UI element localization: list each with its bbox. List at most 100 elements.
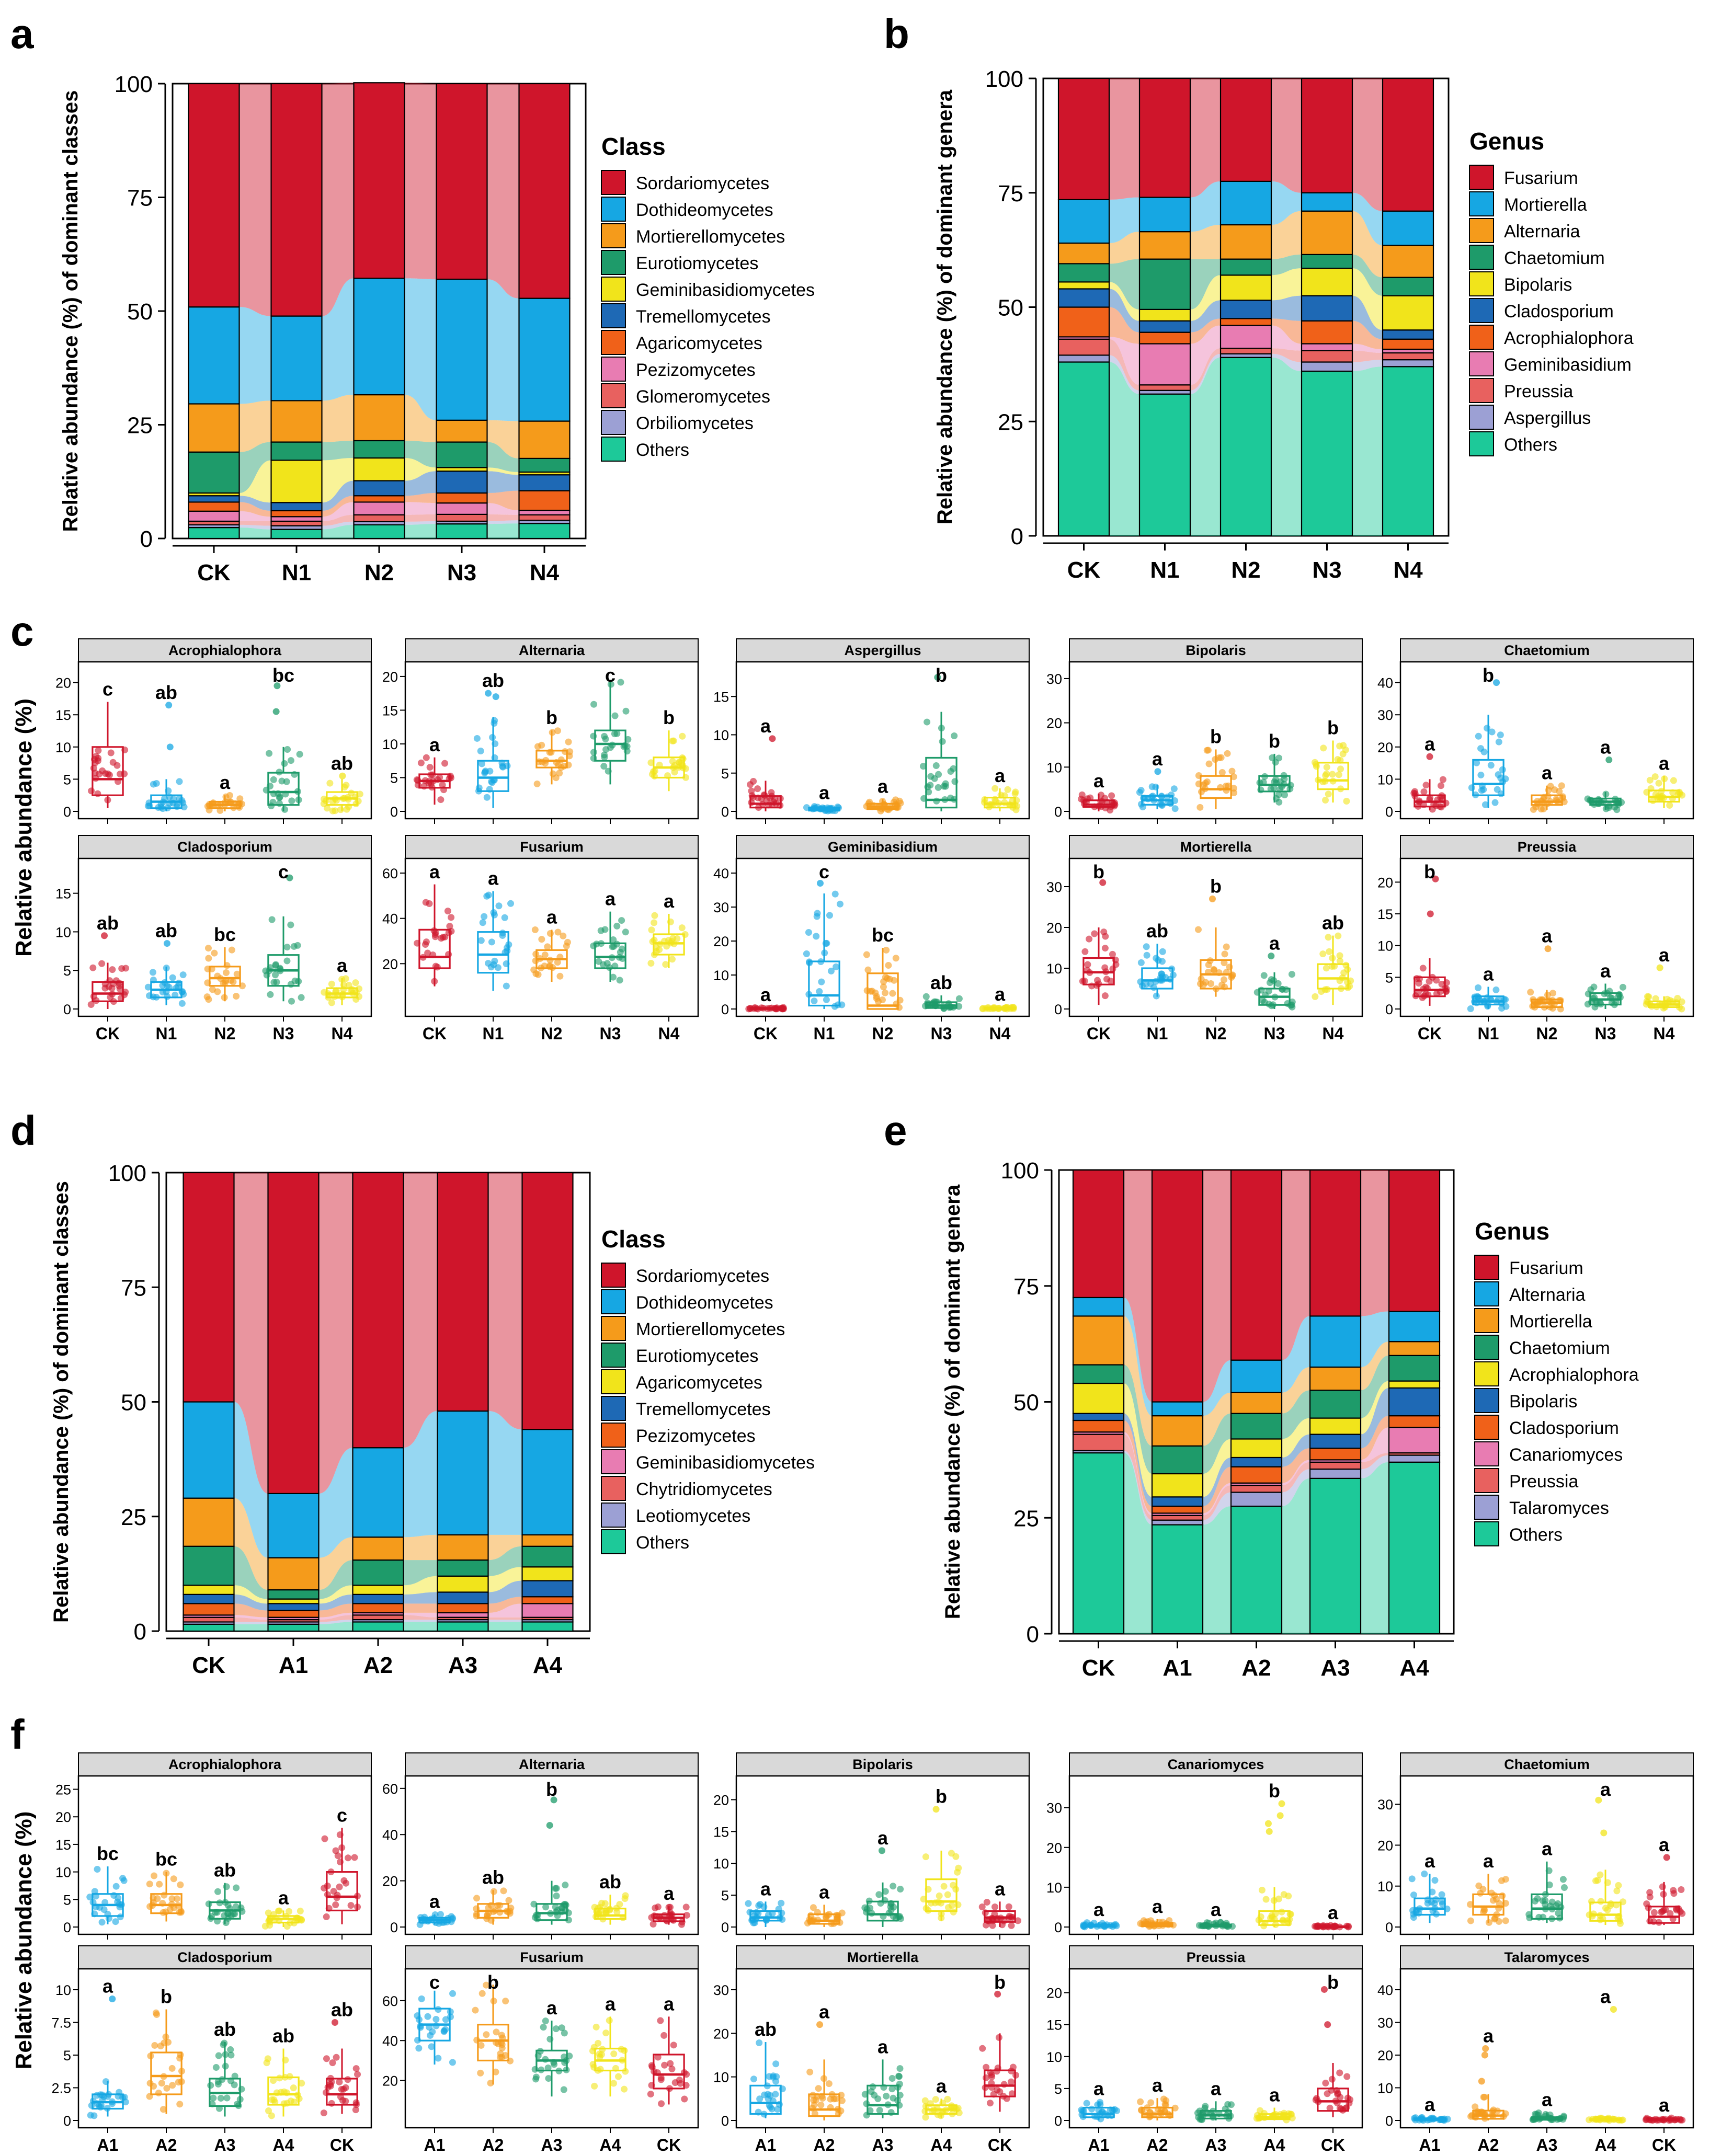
bar-segment [1309,1469,1362,1479]
data-point [813,933,820,940]
x-tick-label: CK [988,2136,1012,2154]
significance-letter: a [1424,2094,1435,2115]
bar-segment [1057,288,1110,308]
data-point [473,1895,481,1902]
y-tick-label: 20 [55,1809,71,1825]
box-n3: b [1256,730,1294,806]
box-a2: a [1467,2025,1509,2122]
y-tick-label: 30 [1046,671,1062,687]
y-tick-label: 15 [55,886,71,902]
flow-eurotiomycetes [403,1560,438,1586]
significance-letter: a [1542,1838,1553,1860]
flow-preussia [1109,339,1139,391]
data-point [1419,965,1427,972]
flow-talaromyces [1203,1492,1231,1525]
flow-mortierella [1282,1367,1310,1414]
data-point [1667,1910,1674,1917]
box-n2: a [204,772,245,814]
data-point [1221,976,1228,983]
legend-label: Mortierellomycetes [636,227,785,247]
series-bipolaris [1072,1387,1441,1507]
flow-eurotiomycetes [239,442,271,493]
y-tick-label: 20 [713,934,729,949]
data-point [991,1903,998,1910]
flow-others [1124,1453,1152,1634]
legend-label: Bipolaris [1504,275,1572,295]
data-point [810,1904,817,1911]
bar-segment [188,306,240,405]
outlier-point [994,1990,1001,1998]
legend-swatch [601,1343,626,1368]
flow-mortierella [1109,197,1139,243]
facet-title: Mortierella [847,1949,919,1965]
flow-geminibasidium [1271,325,1302,351]
x-tick-label: A1 [1419,2136,1441,2154]
box-ck: a [1410,733,1450,813]
y-tick-label: 0 [1054,1002,1062,1017]
legend-label: Tremellomycetes [636,307,771,327]
y-tick-label: 10 [55,1865,71,1880]
bar-segment [1151,1401,1204,1417]
facet-strip [405,1945,699,1969]
y-tick-label: 30 [1377,2015,1393,2031]
y-tick-label: 20 [382,669,398,685]
x-tick-label: N3 [1312,557,1341,583]
bar-segment [1309,1417,1362,1435]
bar-segment [352,1172,404,1449]
data-point [872,989,879,996]
y-tick-label: 20 [1377,875,1393,890]
data-point [944,2095,951,2103]
data-point [483,892,491,900]
series-chaetomium [1057,254,1434,310]
bar-segment [436,513,488,522]
box-n4: a [1643,944,1685,1013]
data-point [1546,1881,1553,1888]
box-ck: b [1079,861,1120,1005]
data-point [558,2024,565,2032]
data-point [109,966,116,973]
data-point [222,1919,230,1926]
data-point [896,2065,904,2072]
bar-segment [183,1401,235,1499]
flow-fusarium [1271,78,1302,193]
data-point [622,2068,629,2075]
data-point [268,916,276,923]
x-tick-label: A1 [97,2136,119,2154]
legend-swatch [1474,1441,1499,1466]
significance-letter: ab [214,1860,236,1881]
flow-dothideomycetes [403,1411,438,1538]
box-a1: a [416,1891,457,1928]
box-a2: b [472,1971,514,2087]
data-point [935,771,942,778]
data-point [896,797,903,805]
bar-segment [188,403,240,453]
data-point [283,778,290,785]
data-point [98,960,106,967]
flow-cladosporium [1109,289,1139,332]
data-point [919,763,927,770]
data-point [876,2107,883,2114]
significance-letter: a [1659,1834,1670,1855]
flow-others [234,1624,268,1631]
data-point [1502,1917,1509,1924]
significance-letter: a [1542,2089,1553,2110]
legend-label: Tremellomycetes [636,1400,771,1419]
flow-others [318,1622,353,1631]
outlier-point [166,743,174,751]
data-point [90,2112,98,2119]
y-tick-label: 100 [115,72,153,97]
bar-segment [1230,1169,1283,1361]
bar-segment [1057,354,1110,363]
bar-segment [436,523,488,540]
significance-letter: b [161,1986,172,2008]
data-point [1230,789,1238,797]
data-point [590,701,598,708]
data-point [281,806,289,813]
bar-segment [1151,1519,1204,1526]
significance-letter: b [1093,861,1104,882]
data-point [882,989,889,996]
y-tick-label: 20 [382,956,398,972]
data-point [1224,750,1231,757]
x-tick-label: A2 [1147,2136,1168,2154]
